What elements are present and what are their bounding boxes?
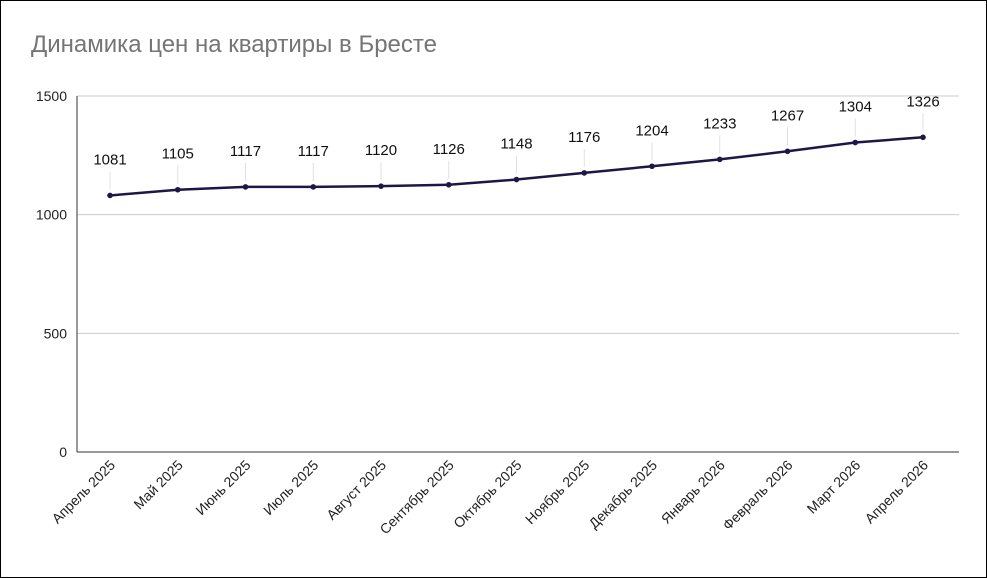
data-point bbox=[716, 156, 723, 163]
x-tick-label: Ноябрь 2025 bbox=[522, 457, 593, 528]
data-point bbox=[513, 176, 520, 183]
data-point bbox=[920, 134, 926, 141]
x-tick-label: Май 2025 bbox=[130, 457, 186, 513]
x-tick-label: Октябрь 2025 bbox=[450, 457, 525, 532]
y-tick-label: 1500 bbox=[36, 88, 67, 104]
data-point bbox=[581, 170, 588, 176]
x-tick-label: Февраль 2026 bbox=[719, 457, 795, 533]
data-point bbox=[445, 181, 452, 188]
data-label: 1117 bbox=[298, 143, 329, 160]
x-axis-ticks: Апрель 2025 Май 2025 Июнь 2025 Июль 2025 Авг… bbox=[48, 457, 931, 538]
data-point bbox=[174, 186, 181, 193]
data-label: 1267 bbox=[771, 107, 804, 124]
data-label: 1204 bbox=[635, 122, 668, 139]
x-tick-label: Апрель 2025 bbox=[48, 457, 118, 527]
data-label: 1148 bbox=[500, 136, 532, 153]
data-label: 1117 bbox=[230, 143, 261, 160]
data-label: 1176 bbox=[568, 129, 600, 146]
data-label: 1105 bbox=[162, 146, 194, 163]
x-tick-label: Январь 2026 bbox=[658, 457, 728, 527]
data-point bbox=[649, 163, 655, 170]
y-tick-label: 1000 bbox=[36, 207, 67, 223]
data-point bbox=[784, 148, 791, 155]
data-label: 1326 bbox=[906, 93, 939, 110]
data-label: 1120 bbox=[365, 142, 397, 159]
x-tick-label: Июль 2025 bbox=[260, 457, 321, 518]
chart-title: Динамика цен на квартиры в Бресте bbox=[31, 31, 437, 58]
y-axis-ticks: 0 500 1000 1500 bbox=[36, 88, 67, 460]
data-point bbox=[242, 184, 249, 190]
y-tick-label: 500 bbox=[44, 325, 68, 341]
data-label: 1304 bbox=[839, 99, 872, 116]
x-tick-label: Июнь 2025 bbox=[192, 457, 253, 518]
y-tick-label: 0 bbox=[59, 444, 67, 460]
data-point bbox=[378, 183, 384, 189]
x-tick-label: Март 2026 bbox=[804, 457, 864, 517]
x-tick-label: Август 2025 bbox=[323, 457, 389, 523]
series-group bbox=[107, 134, 926, 199]
data-point bbox=[852, 139, 859, 146]
x-tick-label: Декабрь 2025 bbox=[585, 457, 660, 532]
data-point bbox=[107, 192, 113, 199]
data-point bbox=[310, 184, 317, 190]
data-labels: 1081 1105 1117 1117 1120 1126 1148 1176 1204 1233… bbox=[93, 93, 940, 190]
x-tick-label: Сентябрь 2025 bbox=[376, 457, 457, 538]
data-label: 1233 bbox=[703, 115, 736, 132]
data-label: 1126 bbox=[433, 141, 465, 158]
x-tick-label: Апрель 2026 bbox=[861, 457, 931, 527]
grid-lines bbox=[76, 95, 959, 453]
data-label: 1081 bbox=[93, 151, 126, 168]
